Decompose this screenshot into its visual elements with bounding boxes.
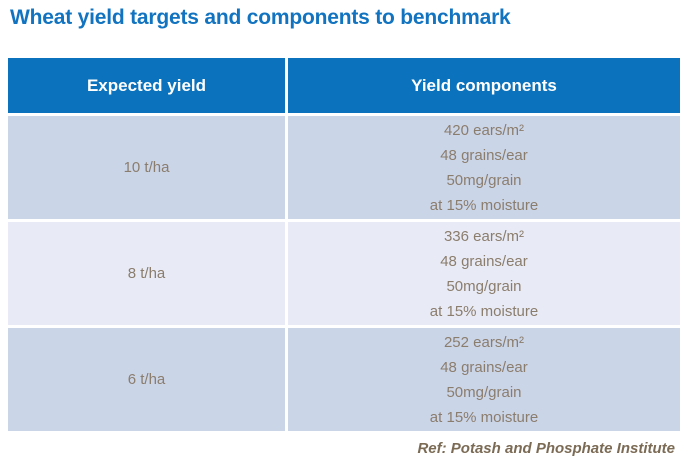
component-line-ears: 420 ears/m² — [443, 121, 525, 139]
component-line-moisture: at 15% moisture — [429, 408, 539, 426]
expected-yield-cell-row1: 10 t/ha — [8, 116, 285, 219]
component-line-weight: 50mg/grain — [446, 383, 522, 401]
component-line-ears: 336 ears/m² — [443, 227, 525, 245]
reference-note: Ref: Potash and Phosphate Institute — [417, 440, 675, 457]
expected-yield-cell-row2: 8 t/ha — [8, 222, 285, 325]
component-line-weight: 50mg/grain — [446, 171, 522, 189]
component-line-weight: 50mg/grain — [446, 277, 522, 295]
column-header-expected-yield: Expected yield — [8, 58, 285, 113]
component-line-moisture: at 15% moisture — [429, 302, 539, 320]
component-line-grains: 48 grains/ear — [440, 252, 528, 270]
yield-components-cell-row3: 252 ears/m² 48 grains/ear 50mg/grain at … — [288, 328, 680, 431]
page-title: Wheat yield targets and components to be… — [10, 6, 511, 29]
component-line-moisture: at 15% moisture — [429, 196, 539, 214]
yield-benchmark-table: Expected yield Yield components 10 t/ha … — [8, 58, 680, 431]
column-header-yield-components: Yield components — [288, 58, 680, 113]
expected-yield-cell-row3: 6 t/ha — [8, 328, 285, 431]
component-line-ears: 252 ears/m² — [443, 333, 525, 351]
yield-components-cell-row1: 420 ears/m² 48 grains/ear 50mg/grain at … — [288, 116, 680, 219]
component-line-grains: 48 grains/ear — [440, 146, 528, 164]
yield-components-cell-row2: 336 ears/m² 48 grains/ear 50mg/grain at … — [288, 222, 680, 325]
component-line-grains: 48 grains/ear — [440, 358, 528, 376]
